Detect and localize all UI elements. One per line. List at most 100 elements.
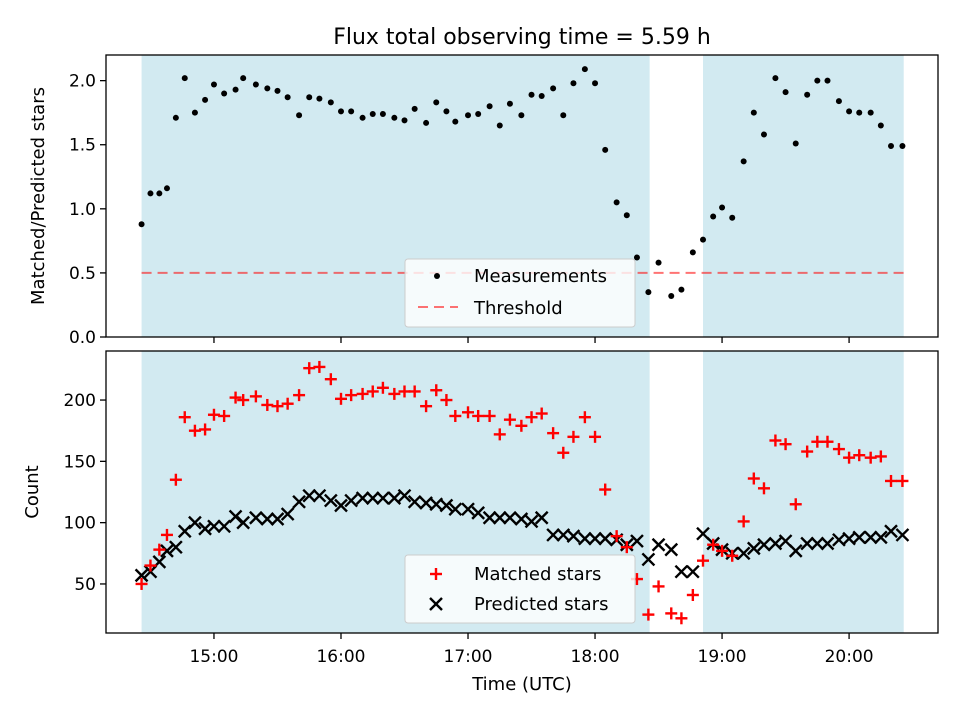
top-y-axis: 0.0 0.5 1.0 1.5 2.0 — [69, 72, 106, 348]
predicted-star-point — [461, 502, 475, 517]
predicted-star-point — [546, 528, 560, 542]
shaded-interval-2 — [703, 351, 904, 633]
predicted-star-point — [236, 515, 251, 530]
predicted-star-point — [588, 531, 602, 546]
matched-star-point — [769, 434, 782, 447]
measurement-point — [316, 95, 323, 102]
measurement-point — [824, 77, 831, 84]
x-tick-label: 20:00 — [825, 647, 874, 667]
matched-star-point — [757, 482, 770, 495]
top-axes-frame — [105, 54, 939, 338]
measurement-point — [750, 109, 757, 116]
measurement-point — [284, 94, 291, 101]
predicted-star-point — [355, 491, 370, 505]
measurement-point — [570, 80, 577, 87]
chart-title: Flux total observing time = 5.59 h — [333, 25, 711, 50]
measurement-point — [296, 112, 303, 119]
measurement-point — [899, 143, 906, 150]
matched-star-point — [261, 398, 274, 411]
measurement-point — [689, 249, 696, 256]
predicted-star-point — [260, 512, 275, 526]
matched-star-point — [716, 544, 729, 557]
matched-star-point — [864, 451, 877, 464]
matched-star-point — [547, 427, 560, 440]
y-tick-label: 1.0 — [69, 200, 96, 220]
matched-star-point — [430, 384, 443, 397]
shaded-interval-2 — [703, 55, 904, 337]
matched-star-point — [675, 612, 688, 625]
matched-star-point — [366, 385, 379, 398]
matched-star-point — [874, 450, 887, 463]
measurement-point — [163, 185, 170, 192]
measurement-point — [138, 221, 145, 228]
top-shaded-intervals — [141, 55, 904, 337]
measurement-point — [760, 131, 767, 138]
predicted-star-point — [207, 519, 221, 534]
measurement-point — [888, 143, 895, 150]
matched-star-point — [199, 423, 212, 436]
predicted-star-point — [863, 530, 878, 545]
predicted-star-point — [524, 514, 539, 529]
matched-star-point — [652, 580, 665, 593]
matched-stars-series — [135, 360, 909, 625]
predicted-star-point — [439, 498, 454, 513]
top-legend-box — [404, 258, 636, 328]
predicted-star-point — [768, 536, 783, 551]
predicted-star-point — [334, 498, 348, 513]
matched-star-point — [515, 419, 528, 432]
predicted-star-point — [217, 519, 231, 534]
measurement-point — [496, 122, 503, 129]
matched-star-point — [449, 409, 462, 422]
measurement-point — [518, 112, 525, 119]
predicted-star-point — [578, 531, 592, 546]
x-axis-label: Time (UTC) — [471, 674, 572, 695]
matched-star-point — [483, 409, 496, 422]
matched-star-point — [843, 451, 856, 464]
predicted-star-point — [566, 529, 581, 543]
matched-star-point — [896, 474, 909, 487]
y-tick-label: 200 — [64, 391, 96, 411]
matched-star-point — [789, 498, 802, 511]
matched-star-point — [356, 387, 369, 400]
measurement-point — [655, 259, 662, 266]
predicted-star-point — [397, 488, 412, 503]
measurement-point — [181, 75, 188, 82]
measurement-point — [867, 109, 874, 116]
matched-star-point — [525, 411, 538, 424]
matched-star-point — [811, 435, 824, 448]
matched-star-point — [313, 360, 326, 373]
measurements-series — [138, 66, 906, 299]
predicted-star-point — [160, 544, 174, 558]
measurement-point — [391, 114, 398, 121]
predicted-star-point — [280, 507, 295, 521]
y-tick-label: 0.0 — [69, 328, 96, 348]
measurement-point — [359, 114, 366, 121]
predicted-star-point — [685, 564, 700, 579]
predicted-star-point — [736, 546, 751, 561]
matched-star-point — [779, 438, 792, 451]
predicted-star-point — [492, 510, 507, 525]
measurement-point — [678, 286, 685, 293]
matched-star-point — [707, 538, 720, 551]
measurement-point — [147, 190, 154, 197]
matched-star-point — [160, 528, 173, 541]
bottom-x-axis: 15:00 16:00 17:00 18:00 19:00 20:00 — [189, 633, 874, 667]
measurement-point — [846, 108, 853, 115]
measurement-point — [252, 81, 259, 88]
predicted-star-point — [641, 552, 656, 567]
predicted-star-point — [788, 544, 803, 558]
measurement-point — [452, 118, 459, 125]
measurement-point — [232, 86, 239, 93]
matched-star-point — [218, 409, 231, 422]
predicted-star-point — [471, 505, 486, 520]
measurement-point — [486, 103, 493, 110]
measurement-point — [274, 87, 281, 94]
matched-star-point — [376, 381, 389, 394]
bottom-panel: 50 100 150 200 15:00 16:00 17:00 18:00 19:00 20:… — [22, 350, 939, 695]
matched-star-point — [144, 559, 157, 572]
predicted-star-point — [344, 493, 359, 508]
measurement-point — [465, 112, 472, 119]
measurement-point — [814, 77, 821, 84]
legend-matched-label: Matched stars — [474, 564, 601, 585]
